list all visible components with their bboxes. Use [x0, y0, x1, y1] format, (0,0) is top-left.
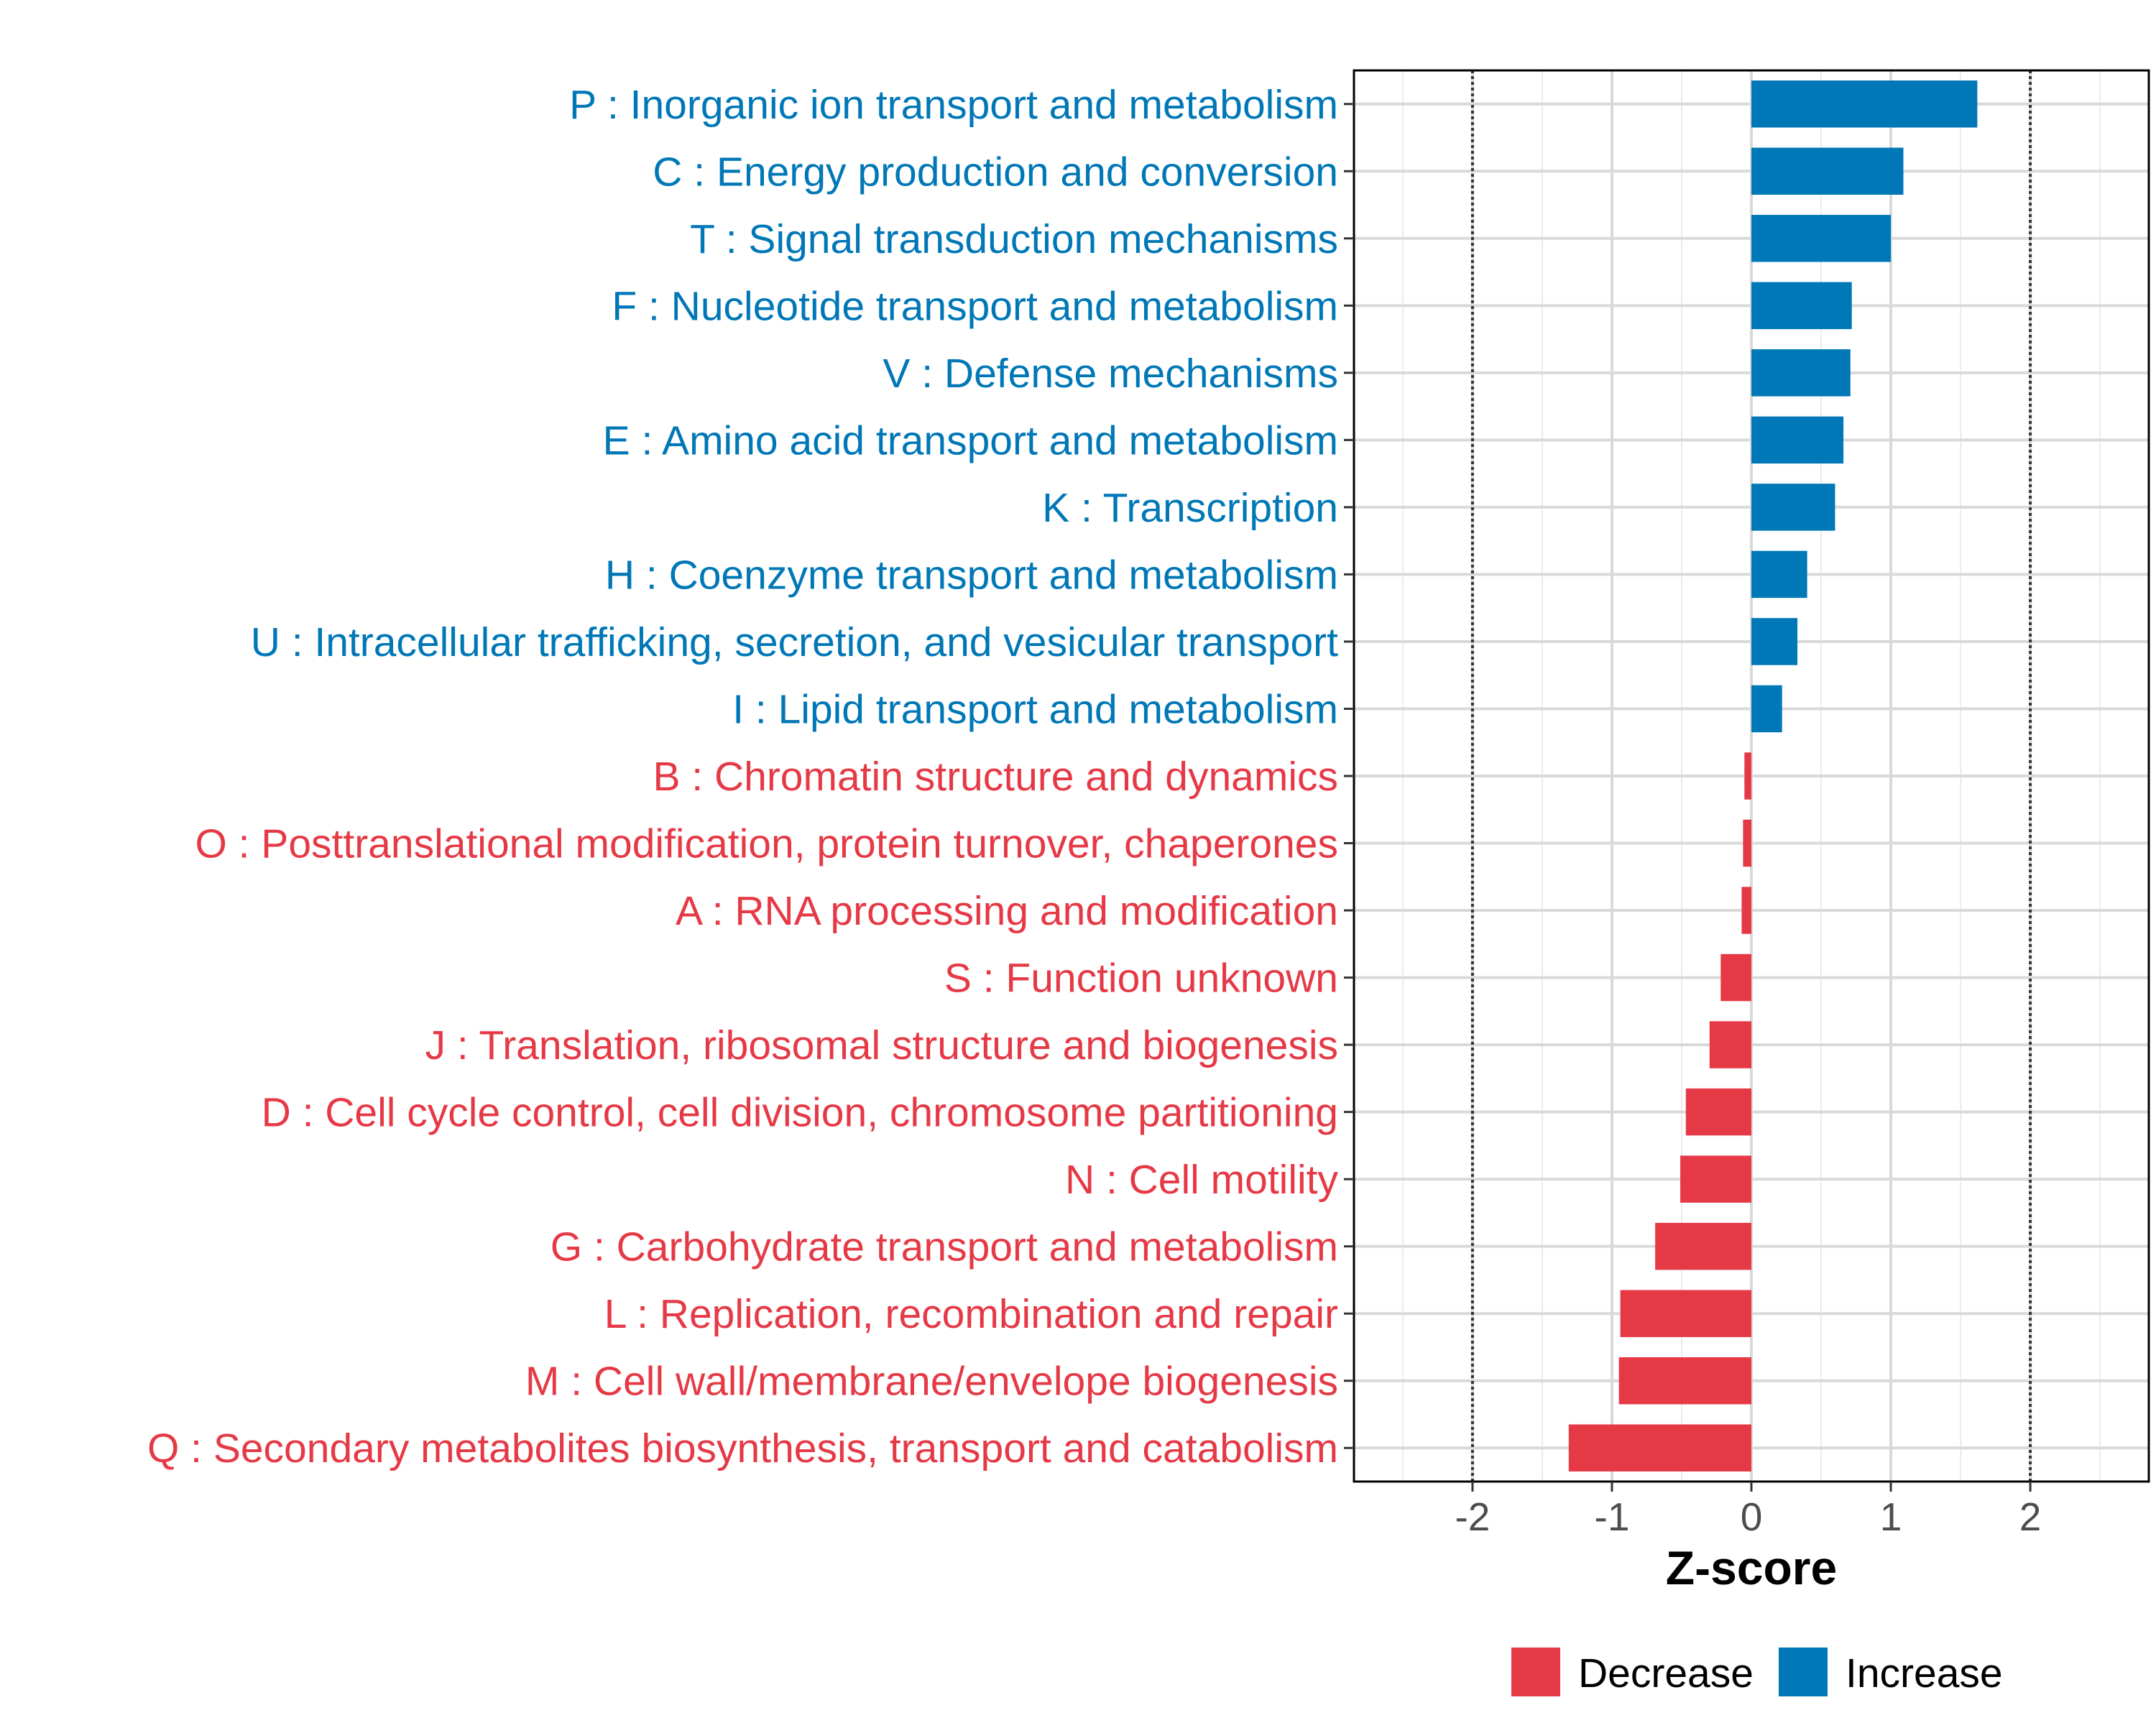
x-tick-label: 0	[1741, 1494, 1763, 1539]
bar	[1751, 147, 1904, 195]
category-label: G : Carbohydrate transport and metabolis…	[550, 1224, 1338, 1270]
category-label: J : Translation, ribosomal structure and…	[425, 1022, 1338, 1068]
bar	[1743, 819, 1751, 867]
category-label: D : Cell cycle control, cell division, c…	[262, 1090, 1338, 1136]
bar	[1618, 1357, 1751, 1405]
bar	[1720, 953, 1751, 1002]
legend-swatch	[1511, 1648, 1560, 1696]
category-label: Q : Secondary metabolites biosynthesis, …	[147, 1426, 1338, 1471]
legend-label: Decrease	[1578, 1650, 1754, 1696]
x-tick-label: -1	[1595, 1494, 1630, 1539]
category-label: V : Defense mechanisms	[883, 351, 1338, 397]
bar	[1620, 1290, 1751, 1337]
bars	[1568, 80, 1978, 1471]
category-label: U : Intracellular trafficking, secretion…	[251, 619, 1338, 665]
x-axis-ticks: -2 -1 0 1 2	[1455, 1482, 2041, 1539]
bar	[1744, 752, 1751, 800]
category-label: I : Lipid transport and metabolism	[732, 686, 1338, 732]
bar	[1568, 1424, 1751, 1471]
legend-swatch	[1779, 1648, 1828, 1696]
bar	[1741, 887, 1751, 934]
category-label: H : Coenzyme transport and metabolism	[605, 552, 1338, 598]
bar	[1709, 1021, 1751, 1068]
category-label: C : Energy production and conversion	[653, 149, 1338, 195]
bar	[1751, 349, 1851, 397]
category-label: P : Inorganic ion transport and metaboli…	[569, 82, 1338, 128]
category-label: F : Nucleotide transport and metabolism	[612, 283, 1338, 329]
bar	[1685, 1088, 1751, 1136]
bar	[1751, 685, 1782, 733]
legend-label: Increase	[1846, 1650, 2003, 1696]
category-label: O : Posttranslational modification, prot…	[195, 821, 1338, 867]
category-label: B : Chromatin structure and dynamics	[653, 754, 1338, 800]
category-label: M : Cell wall/membrane/envelope biogenes…	[525, 1359, 1338, 1405]
x-tick-label: 1	[1880, 1494, 1902, 1539]
category-label: S : Function unknown	[944, 956, 1338, 1002]
x-tick-label: -2	[1455, 1494, 1490, 1539]
bar	[1751, 416, 1844, 464]
bar	[1655, 1222, 1751, 1270]
bar	[1751, 215, 1892, 262]
category-label: K : Transcription	[1042, 485, 1338, 531]
bar	[1751, 80, 1978, 128]
x-axis-title: Z-score	[1666, 1541, 1837, 1594]
bar	[1751, 484, 1835, 531]
legend: Decrease Increase	[1511, 1648, 2003, 1696]
category-label: L : Replication, recombination and repai…	[604, 1291, 1338, 1337]
bar	[1751, 550, 1807, 599]
bar	[1680, 1155, 1751, 1203]
y-axis-ticks: P : Inorganic ion transport and metaboli…	[147, 82, 1354, 1471]
bar	[1751, 282, 1852, 330]
x-tick-label: 2	[2019, 1494, 2042, 1539]
bar	[1751, 618, 1798, 665]
category-label: T : Signal transduction mechanisms	[690, 216, 1338, 262]
category-label: A : RNA processing and modification	[676, 888, 1338, 934]
category-label: N : Cell motility	[1065, 1157, 1339, 1203]
category-label: E : Amino acid transport and metabolism	[603, 417, 1338, 463]
